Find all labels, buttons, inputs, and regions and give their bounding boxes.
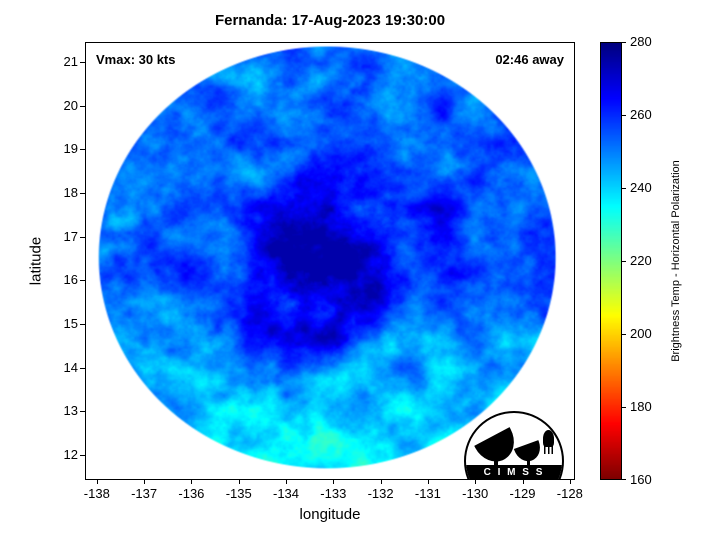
y-tick-label: 17 <box>63 228 78 244</box>
colorbar-label: Brightness Temp - Horizontal Polarizatio… <box>670 160 682 362</box>
x-tick-label: -138 <box>83 486 110 501</box>
y-tick-label: 14 <box>63 359 78 375</box>
y-tick-mark <box>80 62 85 64</box>
colorbar-tick-mark <box>622 261 626 262</box>
y-tick-mark <box>80 105 85 107</box>
x-tick-label: -133 <box>320 486 347 501</box>
colorbar-tick-label: 160 <box>630 472 652 487</box>
water-tower-icon <box>543 430 554 447</box>
x-tick-mark <box>238 480 240 484</box>
y-tick-mark <box>80 236 85 238</box>
colorbar-tick-mark <box>622 334 626 335</box>
colorbar-tick-mark <box>622 407 626 408</box>
eta-annotation: 02:46 away <box>495 52 564 67</box>
y-tick-mark <box>80 411 85 413</box>
colorbar-tick-mark <box>622 188 626 189</box>
x-axis-label: longitude <box>299 506 361 523</box>
colorbar <box>600 42 622 480</box>
chart-title: Fernanda: 17-Aug-2023 19:30:00 <box>214 12 446 29</box>
x-tick-label: -132 <box>367 486 394 501</box>
cimss-logo-text: C I M S S <box>466 465 562 479</box>
water-tower-legs-icon <box>544 446 553 454</box>
colorbar-tick-label: 240 <box>630 180 652 195</box>
colorbar-tick-label: 260 <box>630 107 652 122</box>
x-tick-label: -136 <box>178 486 205 501</box>
y-tick-mark <box>80 324 85 326</box>
y-tick-label: 13 <box>63 403 78 419</box>
y-tick-mark <box>80 149 85 151</box>
y-tick-label: 19 <box>63 141 78 157</box>
x-tick-mark <box>427 480 429 484</box>
colorbar-tick-label: 220 <box>630 253 652 268</box>
cimss-logo-circle: C I M S S <box>464 411 564 479</box>
y-tick-mark <box>80 280 85 282</box>
x-tick-mark <box>96 480 98 484</box>
x-tick-mark <box>569 480 571 484</box>
y-axis-label: latitude <box>27 236 45 286</box>
x-tick-label: -129 <box>509 486 536 501</box>
x-tick-label: -128 <box>556 486 583 501</box>
colorbar-tick-mark <box>622 479 626 480</box>
y-tick-mark <box>80 193 85 195</box>
x-tick-mark <box>191 480 193 484</box>
colorbar-tick-label: 200 <box>630 326 652 341</box>
vmax-annotation: Vmax: 30 kts <box>96 52 176 67</box>
x-tick-mark <box>475 480 477 484</box>
y-tick-label: 21 <box>63 54 78 70</box>
colorbar-tick-label: 280 <box>630 34 652 49</box>
y-tick-label: 12 <box>63 447 78 463</box>
x-tick-mark <box>333 480 335 484</box>
brightness-temp-swath-image <box>86 43 574 479</box>
radio-dish-stem-icon <box>494 457 498 467</box>
y-tick-label: 18 <box>63 185 78 201</box>
colorbar-tick-label: 180 <box>630 399 652 414</box>
x-tick-label: -131 <box>414 486 441 501</box>
radio-dish-small-stem-icon <box>527 458 530 466</box>
colorbar-gradient <box>601 43 621 479</box>
cimss-logo: C I M S S <box>464 411 564 479</box>
y-tick-mark <box>80 367 85 369</box>
x-tick-label: -130 <box>462 486 489 501</box>
plot-area: Vmax: 30 kts 02:46 away C I M S S <box>85 42 575 480</box>
x-tick-label: -137 <box>131 486 158 501</box>
colorbar-tick-mark <box>622 115 626 116</box>
x-tick-mark <box>522 480 524 484</box>
y-tick-label: 20 <box>63 97 78 113</box>
x-tick-mark <box>144 480 146 484</box>
x-tick-label: -134 <box>272 486 300 501</box>
x-tick-mark <box>286 480 287 484</box>
colorbar-tick-mark <box>622 42 626 43</box>
y-tick-label: 16 <box>63 272 78 288</box>
x-tick-mark <box>380 480 382 484</box>
y-tick-label: 15 <box>63 316 78 332</box>
x-tick-label: -135 <box>225 486 252 501</box>
y-tick-mark <box>80 455 85 457</box>
